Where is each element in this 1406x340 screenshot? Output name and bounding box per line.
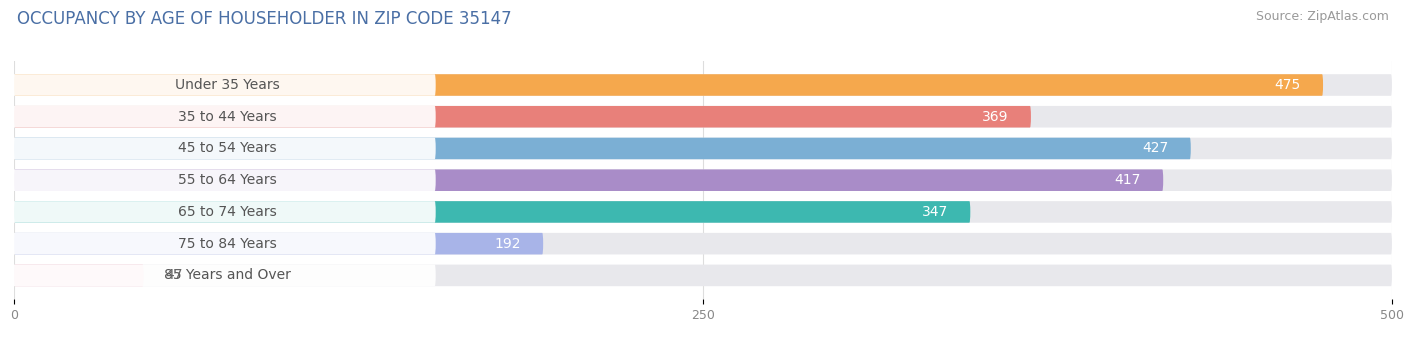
FancyBboxPatch shape xyxy=(8,106,436,128)
FancyBboxPatch shape xyxy=(14,265,1392,286)
Text: Source: ZipAtlas.com: Source: ZipAtlas.com xyxy=(1256,10,1389,23)
Text: 85 Years and Over: 85 Years and Over xyxy=(165,268,291,283)
FancyBboxPatch shape xyxy=(14,169,1163,191)
FancyBboxPatch shape xyxy=(14,201,1392,223)
Text: 427: 427 xyxy=(1143,141,1168,155)
Text: OCCUPANCY BY AGE OF HOUSEHOLDER IN ZIP CODE 35147: OCCUPANCY BY AGE OF HOUSEHOLDER IN ZIP C… xyxy=(17,10,512,28)
FancyBboxPatch shape xyxy=(14,106,1031,128)
FancyBboxPatch shape xyxy=(14,138,1191,159)
Text: 65 to 74 Years: 65 to 74 Years xyxy=(179,205,277,219)
Text: 192: 192 xyxy=(495,237,522,251)
FancyBboxPatch shape xyxy=(8,265,436,286)
FancyBboxPatch shape xyxy=(8,233,436,254)
Text: 347: 347 xyxy=(922,205,948,219)
FancyBboxPatch shape xyxy=(14,201,970,223)
Text: Under 35 Years: Under 35 Years xyxy=(176,78,280,92)
Text: 475: 475 xyxy=(1275,78,1301,92)
FancyBboxPatch shape xyxy=(14,233,1392,254)
FancyBboxPatch shape xyxy=(14,106,1392,128)
FancyBboxPatch shape xyxy=(14,74,1392,96)
FancyBboxPatch shape xyxy=(14,169,1392,191)
Text: 369: 369 xyxy=(983,110,1010,124)
FancyBboxPatch shape xyxy=(14,265,143,286)
Text: 417: 417 xyxy=(1115,173,1142,187)
Text: 75 to 84 Years: 75 to 84 Years xyxy=(179,237,277,251)
FancyBboxPatch shape xyxy=(14,233,543,254)
Text: 55 to 64 Years: 55 to 64 Years xyxy=(179,173,277,187)
FancyBboxPatch shape xyxy=(14,138,1392,159)
FancyBboxPatch shape xyxy=(8,74,436,96)
FancyBboxPatch shape xyxy=(14,74,1323,96)
Text: 47: 47 xyxy=(166,268,183,283)
FancyBboxPatch shape xyxy=(8,201,436,223)
Text: 45 to 54 Years: 45 to 54 Years xyxy=(179,141,277,155)
Text: 35 to 44 Years: 35 to 44 Years xyxy=(179,110,277,124)
FancyBboxPatch shape xyxy=(8,169,436,191)
FancyBboxPatch shape xyxy=(8,138,436,159)
